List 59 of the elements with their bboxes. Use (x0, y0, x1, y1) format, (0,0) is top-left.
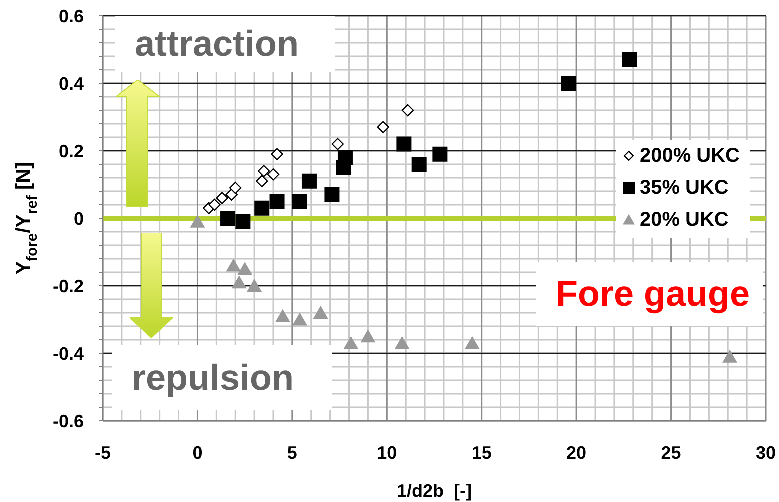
x-tick-label: 10 (377, 443, 398, 463)
annotation: attraction (135, 23, 300, 65)
y-tick-label: -0.4 (52, 344, 84, 364)
point (412, 157, 427, 172)
x-axis-title: 1/d2b [-] (397, 481, 472, 501)
legend-label: 20% UKC (640, 208, 729, 233)
point (561, 76, 576, 91)
y-tick-label: -0.6 (52, 412, 84, 432)
point (292, 312, 308, 326)
legend-label: 35% UKC (640, 176, 729, 201)
point (256, 175, 268, 188)
x-tick-label: 0 (192, 443, 203, 463)
point (344, 336, 359, 350)
point (332, 138, 344, 150)
y-tick-label: 0.4 (58, 74, 84, 94)
point (236, 214, 251, 230)
point (464, 336, 480, 350)
point (270, 194, 285, 210)
point (292, 194, 308, 210)
y-tick-label: 0 (74, 209, 84, 229)
point (402, 104, 414, 117)
x-tick-label: 15 (472, 443, 492, 463)
y-tick-label: 0.6 (58, 6, 84, 26)
legend-label: 200% UKC (640, 144, 740, 169)
point (324, 187, 340, 202)
point (338, 150, 353, 166)
point (394, 336, 410, 350)
point (238, 262, 253, 276)
point (267, 168, 280, 181)
point (396, 136, 412, 152)
point (432, 146, 448, 162)
annotation: Fore gauge (556, 273, 750, 315)
point (247, 279, 262, 292)
x-tick-label: -5 (94, 443, 112, 463)
point (622, 52, 638, 68)
point (271, 148, 284, 160)
x-tick-label: 25 (661, 443, 682, 463)
y-tick-label: -0.2 (52, 276, 84, 296)
point (216, 192, 228, 204)
annotation: repulsion (132, 356, 294, 398)
point (208, 198, 221, 212)
point (220, 211, 236, 226)
point (226, 188, 238, 201)
point (302, 174, 317, 189)
point (258, 165, 270, 178)
point (313, 306, 328, 319)
point (254, 200, 270, 216)
point (360, 330, 376, 343)
point (232, 276, 247, 289)
point (722, 350, 738, 363)
x-tick-label: 5 (287, 443, 298, 463)
point (377, 121, 390, 134)
point (226, 258, 242, 272)
point (230, 182, 242, 194)
x-tick-label: 20 (566, 443, 587, 463)
point (275, 309, 290, 322)
x-tick-label: 30 (756, 443, 776, 463)
point (190, 214, 206, 228)
y-tick-label: 0.2 (58, 142, 84, 162)
